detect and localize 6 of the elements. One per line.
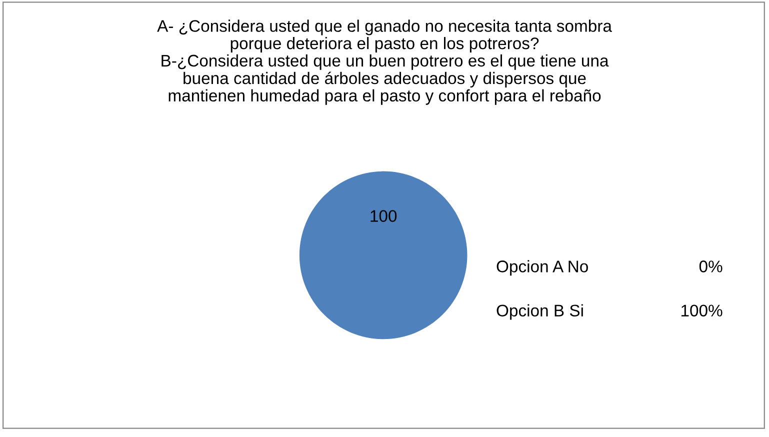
chart-title: A- ¿Considera usted que el ganado no necesita tanta sombra porque deteriora el pasto en los potreros? B-¿Considera usted que un buen potrero es el que tiene una buena cantidad de árboles adecuados y dispersos que mantienen humedad para el pasto y confort para el rebaño xyxy=(157,20,612,105)
text: 100% xyxy=(682,304,722,316)
category-label: Opcion A No xyxy=(496,260,588,276)
slice-label: Opcion B Si xyxy=(496,304,583,320)
text: 0% xyxy=(699,260,722,272)
data-label: 100 xyxy=(370,210,397,222)
